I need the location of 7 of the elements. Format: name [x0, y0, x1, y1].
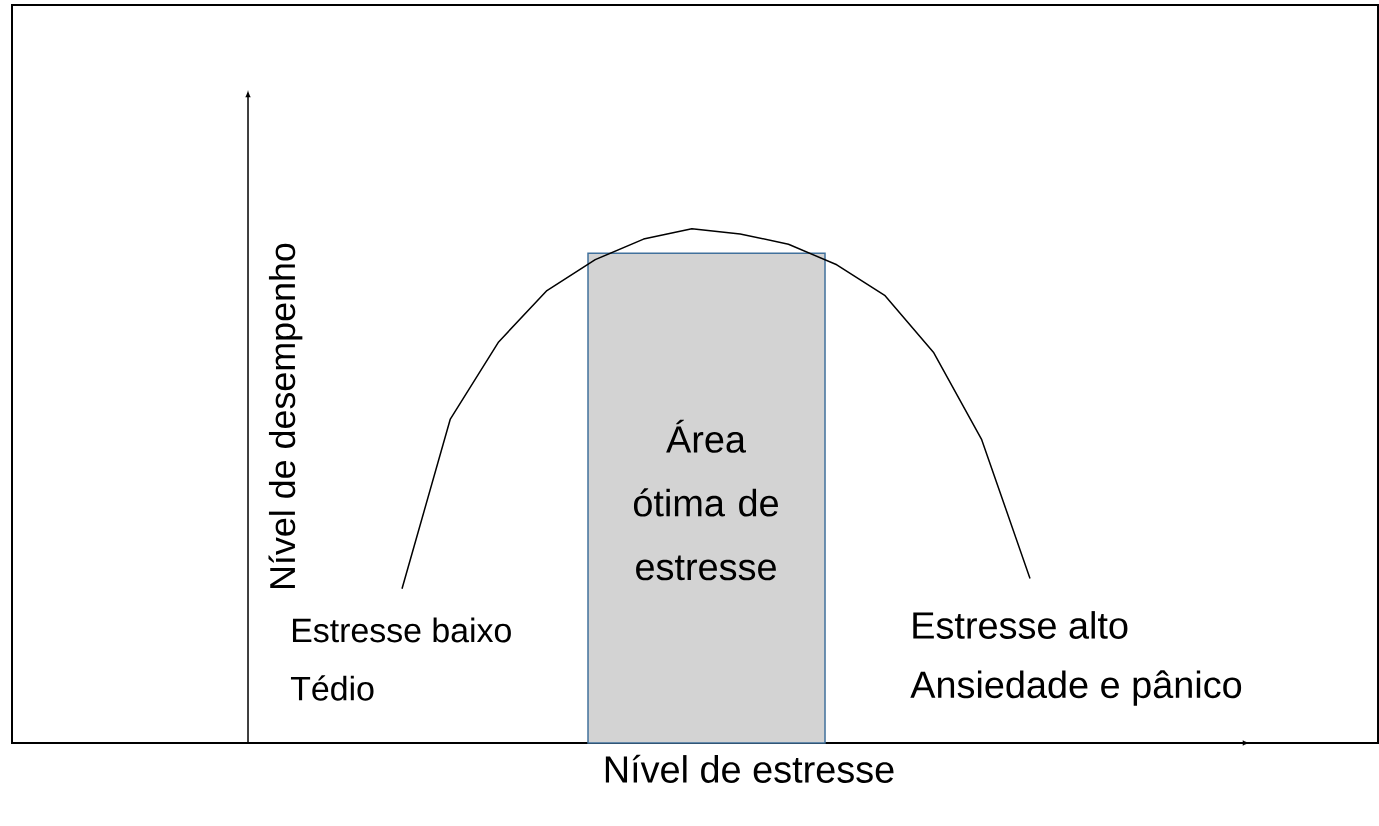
- annotation: Estresse baixo: [292, 617, 511, 643]
- annotation: Área ótima de estresse: [633, 419, 778, 581]
- annotation: Ansiedade e pânico: [910, 670, 1242, 706]
- annotation: Estresse alto: [913, 611, 1128, 639]
- x-axis-title: Nível de estresse: [605, 754, 894, 783]
- text: Tédio: [290, 675, 374, 701]
- y-axis-title: Nível de desempenho: [268, 243, 303, 589]
